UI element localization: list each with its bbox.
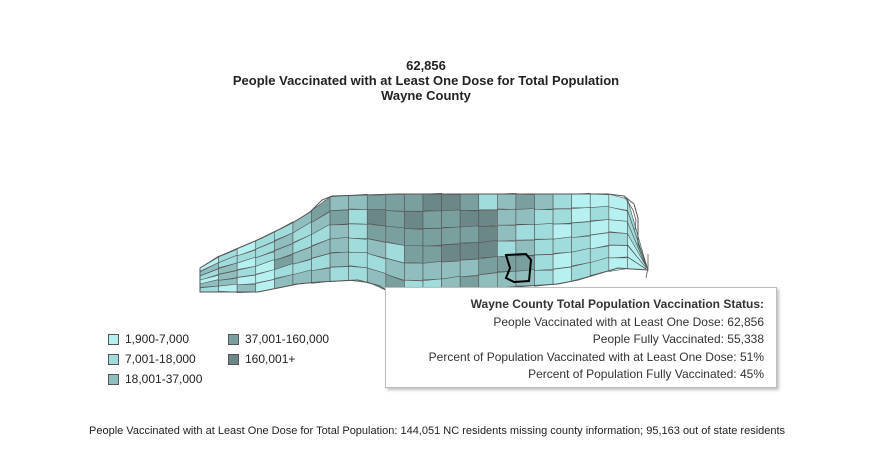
county-shape[interactable]	[329, 266, 349, 282]
county-shape[interactable]	[348, 208, 368, 225]
county-shape[interactable]	[515, 223, 535, 241]
legend-swatch-1	[108, 333, 119, 345]
county-shape[interactable]	[404, 228, 424, 247]
county-shape[interactable]	[348, 237, 368, 254]
county-shape[interactable]	[459, 242, 480, 261]
county-shape[interactable]	[515, 208, 535, 225]
wayne-county-outline[interactable]	[504, 252, 533, 284]
county-shape[interactable]	[348, 251, 368, 269]
tooltip-line-3: Percent of Population Vaccinated with at…	[428, 349, 764, 364]
legend-swatch-4	[228, 333, 239, 345]
header-measure: People Vaccinated with at Least One Dose…	[232, 73, 620, 88]
legend-item-1: 1,900-7,000	[108, 332, 189, 346]
county-tooltip: Wayne County Total Population Vaccinatio…	[385, 287, 777, 388]
county-shape[interactable]	[236, 283, 257, 294]
county-shape[interactable]	[497, 224, 517, 242]
county-shape[interactable]	[385, 193, 405, 212]
county-shape[interactable]	[608, 219, 628, 235]
county-shape[interactable]	[441, 209, 461, 228]
legend-label-3: 18,001-37,000	[125, 372, 203, 386]
header-value: 62,856	[406, 58, 446, 73]
county-shape[interactable]	[552, 251, 572, 270]
county-shape[interactable]	[404, 244, 424, 264]
county-shape[interactable]	[459, 210, 480, 229]
county-shape[interactable]	[552, 236, 572, 254]
county-shape[interactable]	[478, 193, 498, 211]
county-layer	[199, 192, 649, 299]
county-shape[interactable]	[534, 269, 554, 287]
county-shape[interactable]	[497, 208, 517, 226]
county-shape[interactable]	[329, 251, 349, 268]
county-shape[interactable]	[348, 223, 368, 240]
county-shape[interactable]	[478, 256, 498, 276]
county-shape[interactable]	[441, 193, 461, 213]
legend-label-1: 1,900-7,000	[125, 332, 190, 346]
county-shape[interactable]	[478, 239, 498, 259]
county-shape[interactable]	[497, 192, 517, 210]
county-shape[interactable]	[515, 193, 535, 211]
legend-swatch-3	[108, 373, 119, 385]
county-shape[interactable]	[534, 208, 554, 226]
tooltip-title: Wayne County Total Population Vaccinatio…	[470, 297, 764, 311]
county-shape[interactable]	[459, 258, 480, 278]
county-shape[interactable]	[422, 260, 442, 281]
county-shape[interactable]	[404, 193, 424, 212]
county-shape[interactable]	[552, 193, 572, 210]
county-shape[interactable]	[589, 205, 610, 222]
state-outline	[199, 193, 649, 299]
county-shape[interactable]	[329, 236, 349, 253]
legend-swatch-5	[228, 353, 239, 365]
tooltip-line-4: Percent of Population Fully Vaccinated: …	[528, 367, 764, 381]
county-shape[interactable]	[422, 227, 442, 247]
county-shape[interactable]	[366, 209, 387, 227]
footnote: People Vaccinated with at Least One Dose…	[89, 425, 786, 437]
county-shape[interactable]	[385, 210, 405, 229]
county-shape[interactable]	[329, 209, 349, 226]
nc-county-map	[199, 192, 649, 299]
county-shape[interactable]	[497, 270, 517, 289]
county-shape[interactable]	[571, 192, 591, 209]
legend-item-5: 160,001+	[228, 352, 295, 366]
legend-swatch-2	[108, 353, 119, 365]
map-header: 62,856 People Vaccinated with at Least O…	[0, 58, 852, 103]
county-shape[interactable]	[534, 238, 554, 256]
legend: 1,900-7,000 7,001-18,000 18,001-37,000 3…	[108, 332, 368, 388]
tooltip-line-2: People Fully Vaccinated: 55,338	[592, 332, 764, 346]
county-shape[interactable]	[608, 232, 628, 246]
county-shape[interactable]	[571, 207, 591, 224]
county-shape[interactable]	[534, 193, 554, 210]
county-shape[interactable]	[571, 221, 591, 239]
legend-item-3: 18,001-37,000	[108, 372, 202, 386]
county-shape[interactable]	[422, 192, 442, 212]
county-shape[interactable]	[329, 194, 349, 211]
county-shape[interactable]	[534, 254, 554, 271]
legend-label-2: 7,001-18,000	[125, 352, 196, 366]
county-shape[interactable]	[608, 244, 628, 259]
county-shape[interactable]	[534, 223, 554, 240]
header-county: Wayne County	[381, 88, 471, 103]
county-shape[interactable]	[404, 210, 424, 230]
county-shape[interactable]	[441, 226, 461, 246]
tooltip-line-1: People Vaccinated with at Least One Dose…	[493, 314, 764, 329]
county-shape[interactable]	[515, 269, 535, 287]
legend-label-4: 37,001-160,000	[245, 332, 330, 346]
county-shape[interactable]	[441, 243, 461, 263]
legend-item-4: 37,001-160,000	[228, 332, 329, 346]
county-shape[interactable]	[478, 209, 498, 227]
outer-banks	[623, 195, 649, 279]
county-shape[interactable]	[459, 225, 480, 244]
county-shape[interactable]	[459, 193, 480, 212]
legend-item-2: 7,001-18,000	[108, 352, 196, 366]
county-shape[interactable]	[422, 210, 442, 229]
county-shape[interactable]	[404, 262, 424, 281]
county-shape[interactable]	[552, 208, 572, 225]
county-shape[interactable]	[348, 193, 368, 210]
legend-label-5: 160,001+	[245, 352, 296, 366]
county-shape[interactable]	[589, 219, 610, 236]
county-shape[interactable]	[366, 194, 387, 211]
